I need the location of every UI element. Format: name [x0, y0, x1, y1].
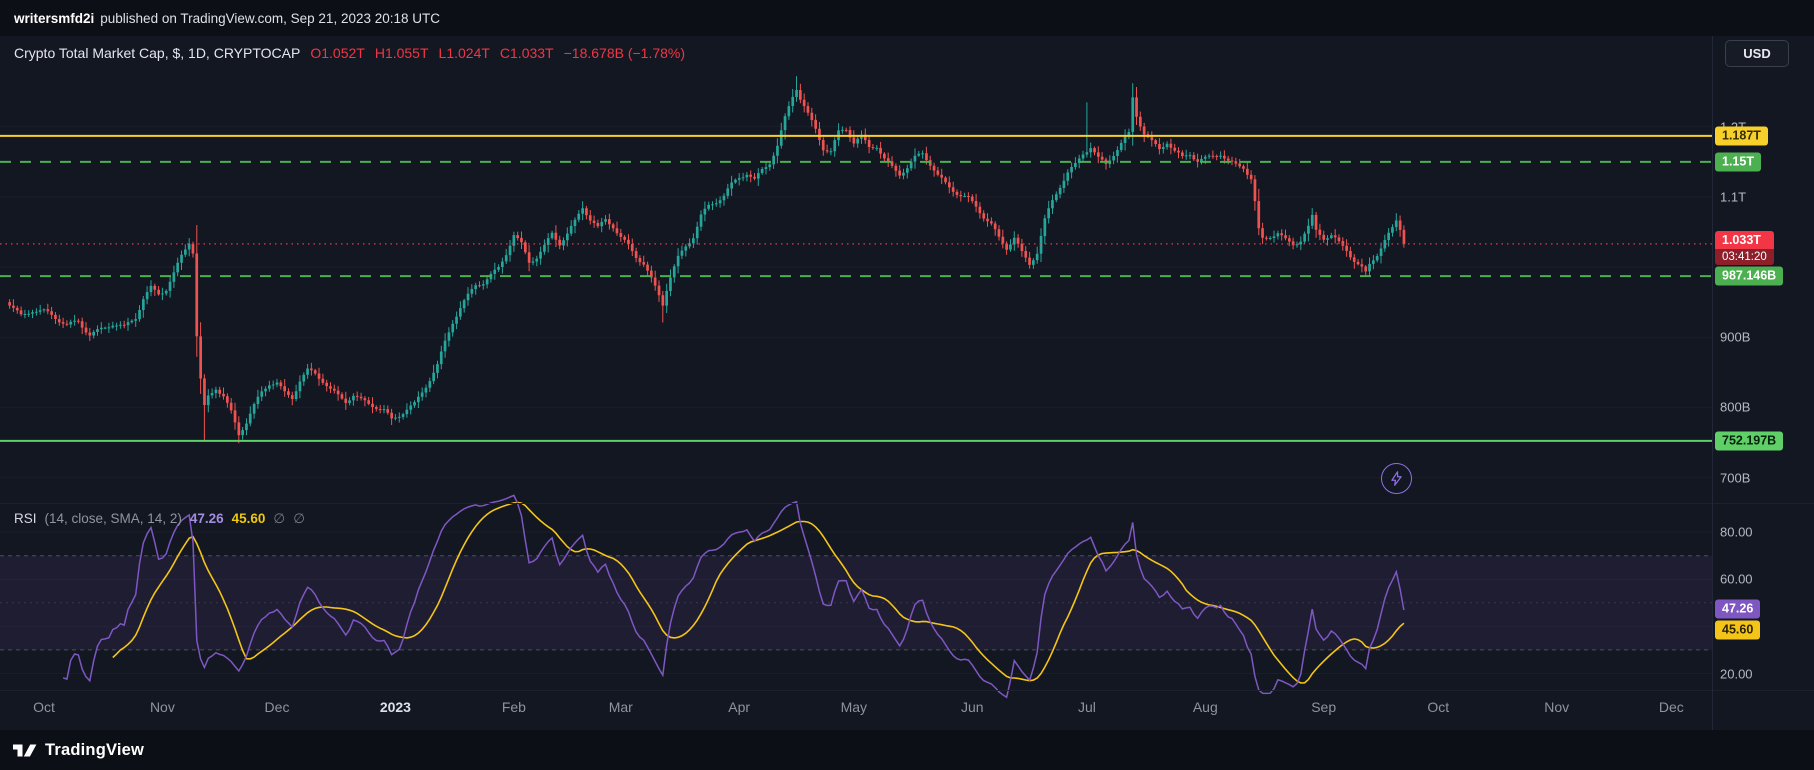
symbol-title: Crypto Total Market Cap, $, 1D, CRYPTOCA…: [14, 45, 301, 61]
scale-tick-label: 700B: [1720, 470, 1751, 486]
scale-tick-label: 1.1T: [1720, 189, 1747, 205]
scale-tick-label: 80.00: [1720, 524, 1753, 540]
scale-tick-label: 900B: [1720, 329, 1751, 345]
time-axis-label: 2023: [379, 699, 411, 715]
currency-toggle-button[interactable]: USD: [1725, 40, 1789, 67]
ohlc-high: H1.055T: [374, 45, 429, 61]
symbol-legend: Crypto Total Market Cap, $, 1D, CRYPTOCA…: [14, 45, 685, 61]
scale-tick-label: 60.00: [1720, 571, 1753, 587]
rsi-empty-value-1: ∅: [273, 511, 286, 526]
price-level-badge: 1.187T: [1715, 126, 1768, 146]
time-axis[interactable]: Oct Nov Dec 2023 Feb Mar Apr May Jun Jul Aug Sep Oct…: [0, 0, 1712, 770]
time-axis-label: May: [840, 699, 868, 715]
rsi-sma-badge: 45.60: [1715, 620, 1761, 640]
price-scale[interactable]: USD 1.2T1.1T900B800B700B80.0060.0020.001…: [1712, 36, 1814, 730]
time-axis-label: Apr: [728, 699, 751, 715]
ohlc-open: O1.052T: [310, 45, 365, 61]
attribution-username: writersmfd2i: [14, 10, 95, 26]
time-axis-label: Mar: [608, 699, 633, 715]
time-axis-label: Feb: [501, 699, 526, 715]
rsi-params: (14, close, SMA, 14, 2): [44, 511, 182, 526]
time-axis-label: Nov: [1544, 699, 1570, 715]
scale-tick-label: 20.00: [1720, 666, 1753, 681]
rsi-legend: RSI (14, close, SMA, 14, 2) 47.26 45.60 …: [14, 511, 305, 527]
rsi-name: RSI: [14, 511, 37, 526]
time-axis-label: Dec: [264, 699, 290, 715]
time-axis-label: Oct: [1427, 699, 1450, 715]
price-level-badge: 752.197B: [1715, 431, 1784, 451]
rsi-value: 47.26: [189, 511, 224, 526]
footer-bar: TradingView: [0, 730, 1814, 770]
rsi-sma-value: 45.60: [231, 511, 266, 526]
time-axis-label: Dec: [1658, 699, 1684, 715]
time-axis-label: Nov: [149, 699, 175, 715]
current-price-value: 1.033T: [1715, 230, 1774, 249]
scale-tick-label: 800B: [1720, 399, 1751, 415]
tradingview-logo-icon: [13, 744, 37, 756]
ohlc-low: L1.024T: [438, 45, 490, 61]
time-axis-label: Jun: [961, 699, 984, 715]
attribution-text: published on TradingView.com, Sep 21, 20…: [100, 10, 441, 26]
price-level-badge: 987.146B: [1715, 266, 1784, 286]
candles-group[interactable]: [8, 76, 1406, 444]
ohlc-close: C1.033T: [499, 45, 554, 61]
current-price-badge: 1.033T 03:41:20: [1715, 230, 1774, 265]
rsi-empty-value-2: ∅: [293, 511, 305, 526]
rsi-plot[interactable]: [62, 494, 1405, 699]
time-axis-label: Sep: [1311, 699, 1337, 715]
ohlc-change: −18.678B (−1.78%): [563, 45, 686, 61]
bar-countdown: 03:41:20: [1715, 248, 1774, 265]
lightning-icon: [1391, 471, 1402, 486]
lightning-button[interactable]: [1381, 463, 1412, 494]
price-level-badge: 1.15T: [1715, 152, 1761, 172]
tradingview-wordmark: TradingView: [45, 740, 145, 759]
time-axis-label: Aug: [1192, 699, 1218, 715]
rsi-band: [0, 555, 1712, 650]
attribution-bar: writersmfd2i published on TradingView.co…: [0, 0, 1814, 36]
time-axis-label: Oct: [33, 699, 55, 715]
rsi-value-badge: 47.26: [1715, 599, 1761, 619]
time-axis-label: Jul: [1077, 699, 1096, 715]
